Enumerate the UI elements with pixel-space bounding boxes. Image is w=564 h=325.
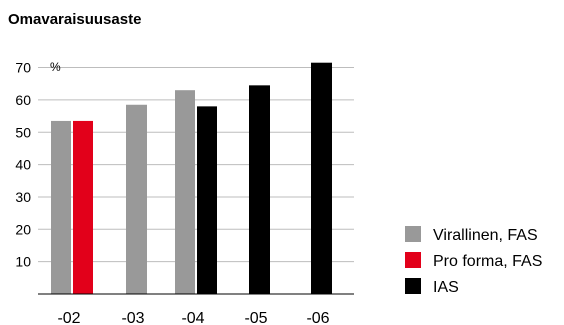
x-axis-ticks: -02 -03 -04 -05 -06 [57, 310, 329, 325]
bar [311, 62, 332, 295]
y-axis-unit: % [50, 60, 61, 74]
y-tick-label: 60 [15, 92, 31, 108]
bar [197, 106, 217, 295]
legend-swatch [405, 278, 421, 294]
y-axis-ticks: 10 20 30 40 50 60 70 [15, 60, 31, 270]
x-tick-label: -03 [121, 310, 144, 325]
y-tick-label: 10 [15, 254, 31, 270]
legend-label: Virallinen, FAS [433, 227, 538, 244]
legend-swatch [405, 226, 421, 242]
legend-label: Pro forma, FAS [433, 253, 542, 270]
bar [175, 90, 195, 294]
y-tick-label: 20 [15, 221, 31, 237]
legend-swatch [405, 252, 421, 268]
bar [51, 120, 71, 295]
y-tick-label: 70 [15, 60, 31, 76]
y-tick-label: 40 [15, 157, 31, 173]
bar [249, 85, 270, 294]
x-tick-label: -05 [244, 310, 267, 325]
x-tick-label: -04 [181, 310, 204, 325]
bar [73, 120, 93, 295]
y-tick-label: 50 [15, 124, 31, 140]
legend: Virallinen, FAS Pro forma, FAS IAS [405, 226, 542, 296]
bar [126, 104, 147, 294]
bars [51, 62, 332, 295]
legend-label: IAS [433, 279, 459, 296]
x-tick-label: -06 [306, 310, 329, 325]
x-tick-label: -02 [57, 310, 80, 325]
y-tick-label: 30 [15, 189, 31, 205]
chart-title: Omavaraisuusaste [8, 11, 141, 28]
